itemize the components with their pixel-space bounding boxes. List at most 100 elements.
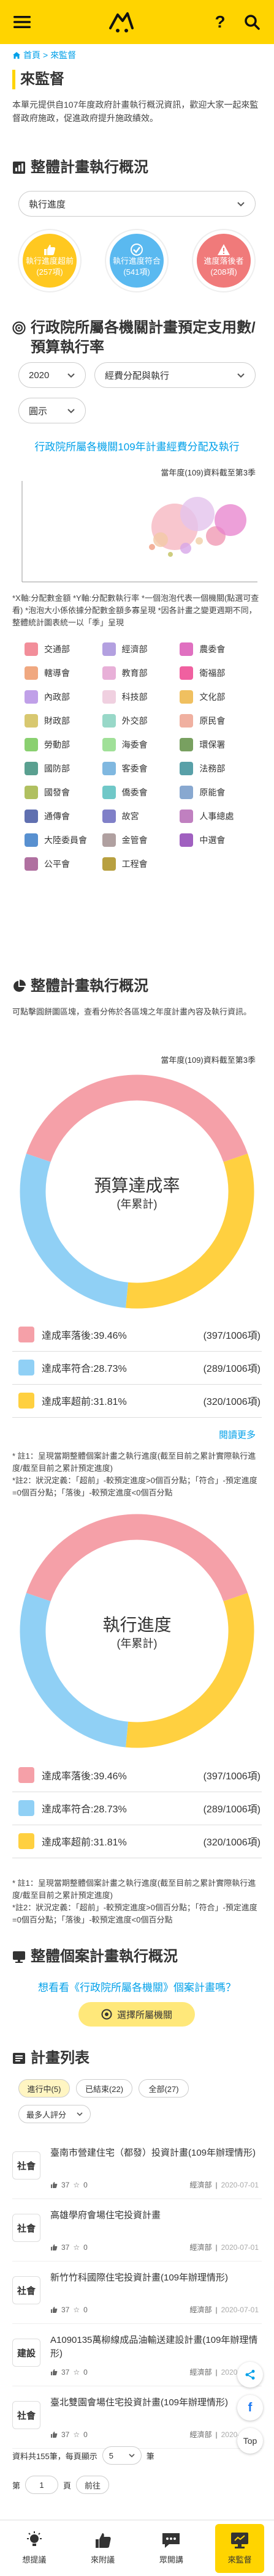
plan-category-tag: 社會 bbox=[12, 2276, 40, 2304]
legend-item[interactable]: 公平會 bbox=[25, 857, 102, 871]
ring-circle: 執行進度符合 (541項) bbox=[106, 230, 167, 291]
nav-monitor[interactable]: 來監督 bbox=[215, 2523, 265, 2573]
donut-segment[interactable] bbox=[126, 1593, 254, 1748]
bubble-內政部[interactable] bbox=[180, 543, 191, 554]
chip-ended[interactable]: 已結束(22) bbox=[76, 2079, 132, 2098]
read-more-link[interactable]: 閱讀更多 bbox=[218, 1430, 256, 1440]
plan-item[interactable]: 社會 新竹竹科國際住宅投資計畫(109年辦理情形) 37 ☆ 0 經濟部 | 2020-07-… bbox=[12, 2261, 262, 2324]
legend-item[interactable]: 環保署 bbox=[180, 738, 257, 751]
bubble-教育部[interactable] bbox=[196, 537, 203, 545]
breadcrumb-home[interactable]: 首頁 bbox=[23, 50, 40, 60]
page-input[interactable]: 1 bbox=[25, 2476, 59, 2494]
plan-title[interactable]: 高雄學府會場住宅投資計畫 bbox=[50, 2210, 161, 2220]
check-icon bbox=[131, 244, 143, 256]
legend-item[interactable]: 文化部 bbox=[180, 690, 257, 704]
budget-type-select[interactable]: 經費分配與執行 bbox=[94, 362, 256, 388]
donut-chart[interactable] bbox=[12, 1506, 262, 1755]
legend-item[interactable]: 農委會 bbox=[180, 642, 257, 656]
per-page-select[interactable]: 5 bbox=[102, 2446, 142, 2465]
individual-link[interactable]: 想看看《行政院所屬各機關》個案計畫嗎？ bbox=[38, 1982, 236, 1993]
plan-item[interactable]: 社會 高雄學府會場住宅投資計畫 37 ☆ 0 經濟部 | 2020-07-01 bbox=[12, 2199, 262, 2261]
budget-link[interactable]: 行政院所屬各機關109年計畫經費分配及執行 bbox=[34, 441, 240, 453]
ring-ahead[interactable]: 執行進度超前 (257項) bbox=[16, 230, 83, 291]
bubble-chart[interactable] bbox=[18, 481, 257, 585]
stat-row-behind[interactable]: 達成率落後:39.46% (397/1006項) bbox=[18, 1327, 261, 1342]
legend-item[interactable]: 財政部 bbox=[25, 714, 102, 728]
legend-item[interactable]: 教育部 bbox=[102, 666, 180, 680]
donut-segment[interactable] bbox=[26, 1514, 248, 1602]
legend-item[interactable]: 轄導會 bbox=[25, 666, 102, 680]
chart-type-select[interactable]: 圓示 bbox=[18, 398, 86, 423]
go-page-button[interactable]: 前往 bbox=[76, 2476, 110, 2494]
bubble-經濟部[interactable] bbox=[180, 497, 215, 531]
year-select[interactable]: 2020 bbox=[18, 362, 86, 388]
chip-all[interactable]: 全部(27) bbox=[139, 2079, 189, 2098]
progress-donut[interactable]: 執行進度 (年累計) bbox=[12, 1506, 262, 1755]
ring-meet[interactable]: 執行進度符合 (541項) bbox=[103, 230, 170, 291]
ring-behind[interactable]: 進度落後者 (208項) bbox=[190, 230, 257, 291]
legend-item[interactable]: 勞動部 bbox=[25, 738, 102, 751]
nav-propose[interactable]: 想提議 bbox=[10, 2531, 59, 2565]
nav-discuss[interactable]: 眾開講 bbox=[147, 2531, 196, 2565]
stat-row-meet[interactable]: 達成率符合:28.73% (289/1006項) bbox=[18, 1360, 261, 1375]
legend-item[interactable]: 通傳會 bbox=[25, 810, 102, 823]
plan-title[interactable]: 臺北雙園會場住宅投資計畫(109年辦理情形) bbox=[50, 2397, 229, 2408]
pager-info: 資料共155筆，每頁顯示 5 筆 bbox=[12, 2446, 154, 2465]
legend-item[interactable]: 法務部 bbox=[180, 762, 257, 775]
facebook-button[interactable]: f bbox=[237, 2395, 263, 2421]
plan-title[interactable]: 臺南市營建住宅（都發）投資計畫(109年辦理情形) bbox=[50, 2148, 256, 2158]
legend-item[interactable]: 國防部 bbox=[25, 762, 102, 775]
plan-title[interactable]: A1090135萬柳線成品油輸送建設計畫(109年辦理情形) bbox=[50, 2335, 258, 2359]
back-to-top-button[interactable]: Top bbox=[237, 2428, 263, 2454]
legend-item[interactable]: 國發會 bbox=[25, 786, 102, 799]
bubble-small[interactable] bbox=[149, 544, 155, 550]
plan-item[interactable]: 社會 臺南市營建住宅（都發）投資計畫(109年辦理情形) 37 ☆ 0 經濟部 | 2020-… bbox=[12, 2137, 262, 2199]
legend-item[interactable]: 外交部 bbox=[102, 714, 180, 728]
legend-item[interactable]: 海委會 bbox=[102, 738, 180, 751]
overview-select[interactable]: 執行進度 bbox=[18, 191, 256, 217]
donut-segment[interactable] bbox=[20, 1153, 129, 1308]
legend-item[interactable]: 內政部 bbox=[25, 690, 102, 704]
search-button[interactable] bbox=[240, 10, 264, 34]
legend-item[interactable]: 大陸委員會 bbox=[25, 833, 102, 847]
legend-item[interactable]: 工程會 bbox=[102, 857, 180, 871]
share-button[interactable] bbox=[237, 2362, 263, 2388]
bubble-legend: 交通部 經濟部 農委會轄導會 教育部 衛福部內政部 科技部 文化部財政部 外交部 原民會勞動部 海… bbox=[25, 642, 257, 871]
stat-row-ahead[interactable]: 達成率超前:31.81% (320/1006項) bbox=[18, 1393, 261, 1409]
donut-chart[interactable] bbox=[12, 1067, 262, 1316]
legend-item[interactable]: 金管會 bbox=[102, 833, 180, 847]
plan-item[interactable]: 建設 A1090135萬柳線成品油輸送建設計畫(109年辦理情形) 37 ☆ 0 經濟部 |… bbox=[12, 2324, 262, 2386]
legend-item[interactable]: 中選會 bbox=[180, 833, 257, 847]
stat-row-meet[interactable]: 達成率符合:28.73% (289/1006項) bbox=[18, 1800, 261, 1816]
bubble-農委會[interactable] bbox=[215, 504, 246, 536]
legend-swatch bbox=[25, 810, 38, 823]
legend-item[interactable]: 客委會 bbox=[102, 762, 180, 775]
menu-button[interactable] bbox=[10, 10, 34, 34]
legend-item[interactable]: 人事總處 bbox=[180, 810, 257, 823]
bubble-轄導會[interactable] bbox=[153, 532, 168, 547]
legend-item[interactable]: 經濟部 bbox=[102, 642, 180, 656]
budget-rate-donut[interactable]: 預算達成率 (年累計) bbox=[12, 1067, 262, 1316]
donut-segment[interactable] bbox=[26, 1074, 248, 1163]
legend-item[interactable]: 科技部 bbox=[102, 690, 180, 704]
sort-select[interactable]: 最多人評分 bbox=[18, 2105, 91, 2123]
bubble-small[interactable] bbox=[168, 552, 173, 557]
legend-item[interactable]: 衛福部 bbox=[180, 666, 257, 680]
legend-item[interactable]: 原能會 bbox=[180, 786, 257, 799]
ring-circle: 進度落後者 (208項) bbox=[193, 230, 254, 291]
legend-item[interactable]: 交通部 bbox=[25, 642, 102, 656]
stat-row-behind[interactable]: 達成率落後:39.46% (397/1006項) bbox=[18, 1767, 261, 1783]
plan-title[interactable]: 新竹竹科國際住宅投資計畫(109年辦理情形) bbox=[50, 2273, 229, 2283]
choose-agency-button[interactable]: 選擇所屬機關 bbox=[78, 2002, 195, 2027]
chip-ongoing[interactable]: 進行中(5) bbox=[18, 2079, 70, 2098]
nav-endorse[interactable]: 來附議 bbox=[78, 2531, 127, 2565]
donut-segment[interactable] bbox=[20, 1593, 129, 1748]
stat-row-ahead[interactable]: 達成率超前:31.81% (320/1006項) bbox=[18, 1833, 261, 1849]
help-button[interactable]: ? bbox=[208, 10, 232, 34]
legend-item[interactable]: 故宮 bbox=[102, 810, 180, 823]
legend-item[interactable]: 僑委會 bbox=[102, 786, 180, 799]
legend-item[interactable]: 原民會 bbox=[180, 714, 257, 728]
site-logo[interactable] bbox=[103, 9, 140, 35]
donut-segment[interactable] bbox=[126, 1153, 254, 1309]
